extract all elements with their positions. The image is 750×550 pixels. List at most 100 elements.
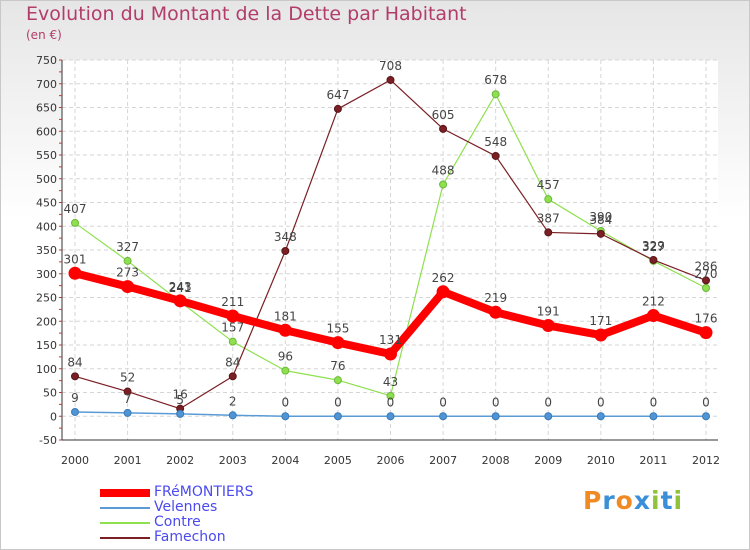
legend-item: FRéMONTIERS [100, 484, 300, 500]
data-label: 0 [334, 395, 342, 409]
y-tick-label: 600 [36, 125, 57, 138]
data-point [123, 387, 132, 396]
data-label: 155 [326, 322, 349, 336]
y-tick-label: 50 [43, 387, 57, 400]
data-label: 7 [124, 392, 132, 406]
data-point [123, 256, 132, 265]
y-tick-label: 150 [36, 339, 57, 352]
data-label: 43 [383, 375, 398, 389]
data-label: 212 [642, 295, 665, 309]
data-label: 407 [64, 202, 87, 216]
data-point [281, 412, 290, 421]
data-point [544, 412, 553, 421]
y-tick-label: 100 [36, 363, 57, 376]
legend-swatch [100, 507, 150, 509]
y-tick-label: 350 [36, 244, 57, 257]
data-point [489, 305, 503, 319]
legend-swatch [100, 522, 150, 524]
data-label: 2 [229, 394, 237, 408]
data-point [702, 284, 710, 292]
logo-letter: i [651, 486, 661, 515]
x-tick-label: 2006 [377, 454, 405, 467]
logo-letter: P [583, 486, 603, 515]
data-point [439, 124, 448, 133]
data-point [71, 218, 79, 227]
y-tick-label: 400 [36, 220, 57, 233]
data-label: 0 [387, 395, 395, 409]
y-tick-label: 650 [36, 102, 57, 115]
legend-label: Famechon [154, 529, 226, 545]
data-label: 52 [120, 371, 135, 385]
y-tick-label: 700 [36, 78, 57, 91]
data-point [281, 366, 290, 375]
logo-letter: o [615, 486, 634, 515]
logo-letter: r [602, 486, 616, 515]
data-point [123, 408, 132, 417]
data-label: 181 [274, 309, 297, 323]
y-tick-label: 300 [36, 268, 57, 281]
legend-swatch [100, 537, 150, 539]
data-label: 273 [116, 266, 139, 280]
y-tick-label: 750 [36, 54, 57, 67]
data-point [439, 180, 448, 189]
data-label: 348 [274, 230, 297, 244]
data-point [121, 280, 135, 294]
data-label: 327 [642, 240, 665, 254]
y-tick-label: -50 [39, 434, 57, 447]
legend-item: Famechon [100, 529, 300, 545]
data-point [541, 319, 555, 333]
data-point [386, 391, 395, 400]
legend-item: Contre [100, 514, 300, 530]
data-point [176, 409, 185, 418]
y-tick-label: 0 [50, 410, 57, 423]
legend-label: Velennes [154, 499, 218, 515]
data-label: 0 [282, 395, 290, 409]
logo-letter: i [673, 486, 684, 515]
data-point [331, 336, 345, 350]
x-tick-label: 2001 [114, 454, 142, 467]
data-point [646, 309, 660, 323]
x-tick-label: 2007 [429, 454, 457, 467]
data-label: 219 [484, 291, 507, 305]
x-tick-label: 2003 [219, 454, 247, 467]
data-label: 0 [492, 395, 500, 409]
y-tick-label: 500 [36, 173, 57, 186]
data-label: 84 [225, 355, 240, 369]
logo-letter: x [633, 486, 651, 515]
data-point [71, 372, 79, 381]
data-point [226, 309, 240, 323]
data-label: 647 [326, 88, 349, 102]
data-label: 270 [695, 267, 718, 281]
legend-label: FRéMONTIERS [154, 484, 254, 500]
data-label: 171 [589, 314, 612, 328]
data-point [544, 195, 553, 204]
data-point [333, 412, 342, 421]
data-label: 708 [379, 59, 402, 73]
y-tick-label: 550 [36, 149, 57, 162]
x-tick-label: 2005 [324, 454, 352, 467]
data-label: 241 [169, 281, 192, 295]
data-label: 605 [432, 108, 455, 122]
data-point [386, 412, 395, 421]
data-point [71, 407, 79, 416]
y-tick-label: 450 [36, 197, 57, 210]
x-tick-label: 2010 [587, 454, 615, 467]
data-label: 384 [589, 213, 612, 227]
data-point [333, 376, 342, 385]
y-tick-label: 200 [36, 315, 57, 328]
x-tick-label: 2002 [166, 454, 194, 467]
data-point [228, 372, 237, 381]
data-label: 301 [64, 252, 87, 266]
data-label: 131 [379, 333, 402, 347]
data-point [68, 266, 82, 280]
x-tick-label: 2012 [692, 454, 720, 467]
data-label: 0 [439, 395, 447, 409]
data-label: 327 [116, 240, 139, 254]
data-label: 84 [67, 355, 82, 369]
y-tick-label: 250 [36, 292, 57, 305]
chart-unit: (en €) [26, 28, 62, 42]
x-tick-label: 2008 [482, 454, 510, 467]
data-label: 0 [597, 395, 605, 409]
data-label: 0 [650, 395, 658, 409]
x-tick-label: 2009 [534, 454, 562, 467]
